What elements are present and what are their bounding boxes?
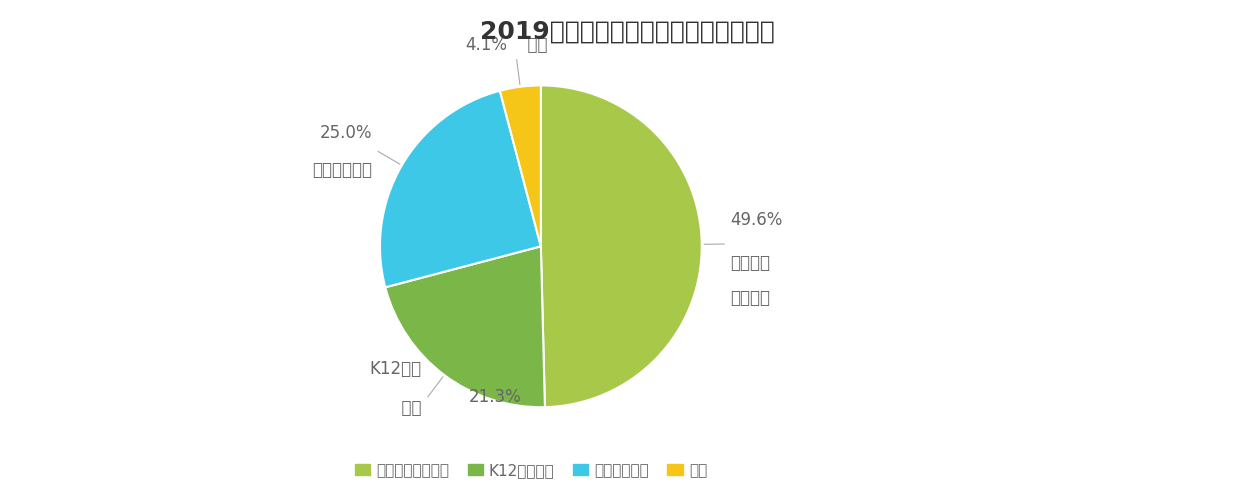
Text: 职业在线教育: 职业在线教育 (312, 161, 373, 180)
Wedge shape (541, 85, 702, 407)
Text: 49.6%: 49.6% (730, 211, 783, 229)
Wedge shape (499, 85, 541, 246)
Text: 其他: 其他 (517, 36, 547, 54)
Text: 教育: 教育 (392, 399, 422, 417)
Wedge shape (385, 246, 545, 407)
Text: 高等学历: 高等学历 (730, 254, 771, 272)
Text: 2019年中国在线教育市场规模细分结构: 2019年中国在线教育市场规模细分结构 (481, 19, 774, 43)
Text: 4.1%: 4.1% (464, 36, 507, 54)
Text: K12在线: K12在线 (369, 360, 422, 378)
Text: 在线教育: 在线教育 (730, 288, 771, 307)
Legend: 高等学历在线教育, K12在线教育, 职业在线教育, 其他: 高等学历在线教育, K12在线教育, 职业在线教育, 其他 (349, 457, 713, 483)
Text: 21.3%: 21.3% (469, 388, 522, 406)
Wedge shape (380, 91, 541, 287)
Text: 25.0%: 25.0% (320, 124, 373, 142)
